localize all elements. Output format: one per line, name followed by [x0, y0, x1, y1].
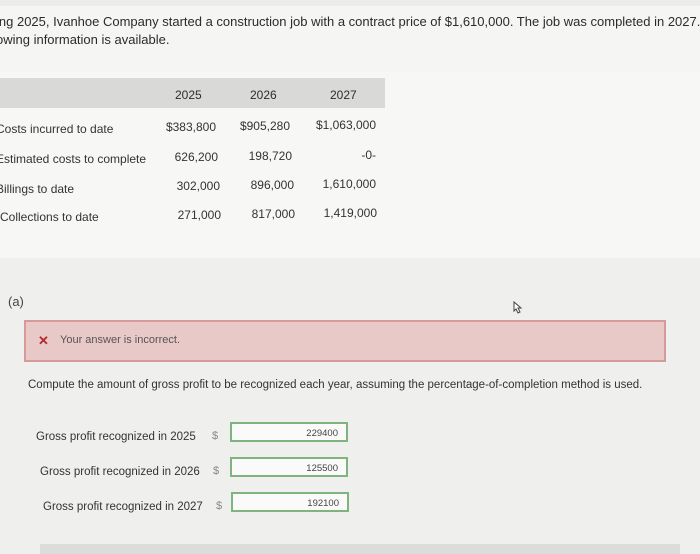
- gp-2026-currency: $: [213, 465, 220, 477]
- table-header: 2025 2026 2027: [0, 78, 385, 108]
- cell-estimated-2025: 626,200: [174, 150, 218, 164]
- intro-line-2: owing information is available.: [0, 32, 170, 47]
- instruction-text: Compute the amount of gross profit to be…: [28, 379, 643, 391]
- gp-2025-input[interactable]: 229400: [230, 422, 348, 442]
- gp-2025-currency: $: [212, 430, 219, 442]
- gp-2027-label: Gross profit recognized in 2027: [43, 501, 203, 513]
- row-label-collections: Collections to date: [0, 210, 99, 224]
- error-message: Your answer is incorrect.: [60, 334, 181, 346]
- header-year-2025: 2025: [175, 88, 202, 102]
- cell-billings-2026: 896,000: [250, 178, 294, 192]
- cell-billings-2027: 1,610,000: [322, 177, 376, 191]
- row-label-billings: Billings to date: [0, 182, 75, 196]
- row-label-costs-incurred: Costs incurred to date: [0, 122, 114, 136]
- data-table: 2025 2026 2027 Costs incurred to date $3…: [0, 72, 700, 258]
- mouse-cursor-icon: [513, 300, 523, 314]
- part-a-section: (a) ✕ Your answer is incorrect. Compute …: [0, 258, 700, 554]
- gp-2026-input[interactable]: 125500: [230, 457, 348, 477]
- part-label: (a): [8, 294, 24, 309]
- gp-2027-input[interactable]: 192100: [231, 492, 349, 512]
- cell-collections-2027: 1,419,000: [323, 206, 377, 220]
- close-icon: ✕: [38, 333, 49, 348]
- cell-collections-2026: 817,000: [251, 207, 295, 221]
- cell-costs-2025: $383,800: [165, 120, 216, 134]
- cell-estimated-2026: 198,720: [248, 149, 292, 163]
- cell-billings-2025: 302,000: [176, 179, 220, 193]
- header-year-2027: 2027: [330, 88, 357, 102]
- cell-estimated-2027: -0-: [361, 148, 376, 162]
- cell-collections-2025: 271,000: [177, 208, 221, 222]
- error-banner: ✕ Your answer is incorrect.: [24, 320, 666, 362]
- intro-line-1: ing 2025, Ivanhoe Company started a cons…: [0, 14, 700, 29]
- bottom-divider: [40, 544, 680, 554]
- header-year-2026: 2026: [250, 88, 277, 102]
- row-label-estimated-costs: Estimated costs to complete: [0, 152, 147, 166]
- cell-costs-2027: $1,063,000: [315, 118, 376, 132]
- gp-2026-label: Gross profit recognized in 2026: [40, 466, 200, 478]
- gp-2025-label: Gross profit recognized in 2025: [36, 431, 196, 443]
- problem-intro: ing 2025, Ivanhoe Company started a cons…: [0, 6, 700, 72]
- cell-costs-2026: $905,280: [239, 119, 290, 133]
- gp-2027-currency: $: [216, 500, 223, 512]
